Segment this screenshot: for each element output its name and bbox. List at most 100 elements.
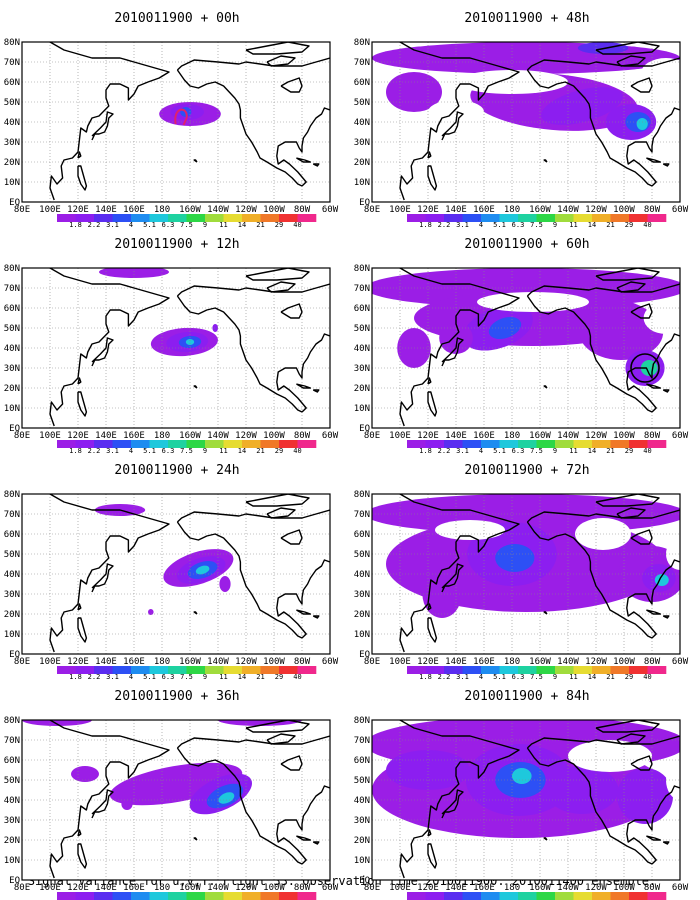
coastline [526,295,653,413]
colorbar-label: 7.5 [530,447,543,455]
coastline [399,268,520,427]
coastline [543,837,548,841]
y-tick-label: 50N [4,324,20,334]
variance-contour [541,87,623,125]
colorbar-label: 29 [275,447,283,455]
low-variance-area [568,740,652,772]
coastline [193,611,198,615]
colorbar-label: 40 [643,221,651,229]
x-tick-label: 180 [154,205,170,215]
colorbar-label: 40 [643,673,651,681]
coastline [543,611,548,615]
x-tick-label: 60W [322,431,339,441]
colorbar-label: 14 [588,221,596,229]
colorbar-label: 40 [293,447,301,455]
x-tick-label: 80W [294,657,311,667]
colorbar-label: 3.1 [106,221,119,229]
coastline [427,377,432,385]
colorbar-swatch [481,214,500,222]
coastline [77,377,82,385]
y-tick-label: 30N [4,138,20,148]
y-tick-label: 70N [354,510,370,520]
colorbar-label: 2.2 [88,447,101,455]
colorbar-label: 29 [275,673,283,681]
colorbar-swatch [555,214,574,222]
y-tick-label: 20N [4,158,20,168]
coastline [276,559,330,639]
coastline [399,720,520,879]
colorbar-swatch [112,666,132,674]
coastline [266,507,296,519]
colorbar-label: 11 [219,673,227,681]
x-tick-label: 160W [179,657,201,667]
y-tick-label: 10N [354,178,370,188]
colorbar-label: 21 [606,447,614,455]
colorbar-label: 7.5 [180,447,193,455]
colorbar-swatch [112,214,132,222]
x-tick-label: 80W [294,431,311,441]
y-tick-label: 80N [4,264,20,274]
coastline [91,337,114,367]
colorbar-swatch [168,666,187,674]
y-tick-label: 50N [4,98,20,108]
colorbar-swatch [149,666,169,674]
colorbar-label: 1.8 [69,221,82,229]
y-tick-label: 50N [354,776,370,786]
coastline [595,494,660,507]
coastline [646,383,662,389]
colorbar-label: 7.5 [180,673,193,681]
colorbar-swatch [518,892,537,900]
colorbar-swatch [444,440,463,448]
x-tick-label: 100W [263,205,285,215]
colorbar-label: 3.1 [106,673,119,681]
colorbar-label: 3.1 [456,447,469,455]
coastline [280,529,303,545]
colorbar-label: 4 [129,447,133,455]
coastline [441,337,464,367]
colorbar-swatch [444,214,463,222]
x-tick-label: 160E [123,883,145,893]
colorbar-swatch [462,214,482,222]
x-tick-label: 80W [644,431,661,441]
coastline [280,77,303,93]
coastline [49,720,170,879]
map-frame [371,267,681,429]
colorbar-label: 9 [553,673,557,681]
colorbar-swatch [186,214,206,222]
grid [372,268,680,428]
colorbar-label: 7.5 [180,221,193,229]
coastline [543,159,548,163]
grid [22,720,330,880]
coastline [77,617,88,643]
map: EQ 10N 20N 30N 40N 50N 60N 70N 80N 80E 100E 120E 140… [4,490,339,667]
y-tick-label: 50N [4,776,20,786]
coastline [399,494,520,653]
colorbar-swatch [242,440,261,448]
coastline [49,494,170,653]
y-tick-label: 80N [4,38,20,48]
coastline [626,785,680,865]
y-tick-label: 70N [4,284,20,294]
y-tick-label: 40N [354,118,370,128]
y-tick-label: EQ [9,876,20,886]
x-tick-label: 140W [557,431,579,441]
colorbar-label: 21 [256,221,264,229]
panel: 2010011900 + 24h EQ 10N 20N 30N 40N 50N 60N 70N 8… [4,463,339,681]
colorbar-swatch [481,440,500,448]
x-tick-label: 180 [504,883,520,893]
colorbar-swatch [149,214,169,222]
coastline [276,107,330,187]
colorbar-label: 11 [569,673,577,681]
x-tick-label: 100E [39,657,61,667]
colorbar: 1.8 2.2 3.1 4 5.1 6.3 7.5 9 11 14 21 29 40 [407,214,667,229]
colorbar-swatch [555,440,574,448]
colorbar-swatch [629,892,648,900]
x-tick-label: 80E [14,883,30,893]
variance-contour [22,720,92,726]
colorbar-swatch [168,214,187,222]
colorbar-label: 6.3 [512,447,525,455]
coastline [595,42,660,55]
x-tick-label: 80W [644,205,661,215]
colorbar-swatch [131,892,150,900]
colorbar-label: 1.8 [69,447,82,455]
